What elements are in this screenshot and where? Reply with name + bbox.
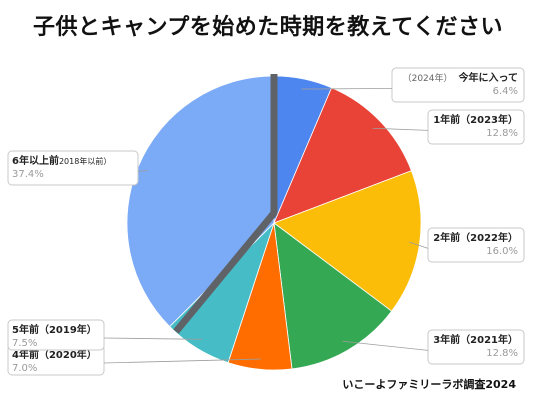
slice-leader-line-1 bbox=[372, 127, 429, 131]
slice-label-main-3: 3年前 bbox=[433, 333, 460, 346]
slice-label-sub-0: （2024年） bbox=[403, 72, 453, 84]
slice-percent-6: 37.4% bbox=[12, 169, 44, 180]
slice-label-text-3: 3年前（2021年） bbox=[433, 333, 518, 346]
slice-label-box-1 bbox=[427, 109, 525, 145]
slice-label-box-2 bbox=[427, 227, 525, 263]
slice-label-sub-5: （2019年） bbox=[39, 323, 97, 336]
slice-label-sub-6: 2018年以前） bbox=[59, 156, 111, 166]
slice-label-box-0 bbox=[391, 67, 525, 103]
survey-credit: いこーよファミリーラボ調査2024 bbox=[342, 378, 516, 391]
slice-label-text-6: 6年以上前2018年以前） bbox=[12, 154, 111, 167]
slice-label-text-0: （2024年） 今年に入って bbox=[403, 71, 518, 84]
slice-percent-5: 7.5% bbox=[12, 338, 37, 349]
slice-label-sub-4: （2020年） bbox=[39, 348, 97, 361]
slice-label-6: 6年以上前2018年以前） 37.4% bbox=[7, 150, 148, 186]
slice-label-sub-1: （2023年） bbox=[460, 113, 518, 126]
slice-percent-2: 16.0% bbox=[486, 246, 518, 257]
slice-percent-1: 12.8% bbox=[486, 128, 518, 139]
slice-label-main-6: 6年以上前 bbox=[12, 154, 59, 167]
pie-slice-2 bbox=[273, 170, 422, 312]
slice-label-box-5 bbox=[7, 319, 105, 351]
slice-label-1: 1年前（2023年） 12.8% bbox=[372, 109, 525, 145]
slice-label-main-4: 4年前 bbox=[12, 348, 39, 361]
slice-label-5: 5年前（2019年）7.5% bbox=[7, 319, 203, 351]
slice-label-3: 3年前（2021年） 12.8% bbox=[342, 329, 525, 365]
slice-label-text-5: 5年前（2019年） bbox=[12, 323, 97, 336]
slice-label-text-2: 2年前（2022年） bbox=[433, 231, 518, 244]
slice-label-main-1: 1年前 bbox=[433, 113, 460, 126]
chart-title: 子供とキャンプを始めた時期を教えてください bbox=[32, 15, 504, 40]
slice-leader-line-5 bbox=[103, 337, 203, 340]
slice-leader-line-4 bbox=[103, 358, 261, 364]
slice-label-sub-2: （2022年） bbox=[460, 231, 518, 244]
pie-slice-1 bbox=[273, 87, 412, 224]
slice-percent-3: 12.8% bbox=[486, 348, 518, 359]
slice-label-main-5: 5年前 bbox=[12, 323, 39, 336]
slice-label-text-1: 1年前（2023年） bbox=[433, 113, 518, 126]
slice-label-2: 2年前（2022年） 16.0% bbox=[409, 227, 525, 263]
slice-leader-line-0 bbox=[301, 88, 393, 90]
pie-slice-3 bbox=[273, 222, 393, 370]
slice-label-sub-3: （2021年） bbox=[460, 333, 518, 346]
pie-labels: （2024年） 今年に入って 6.4% 1年前（2023年） 12.8% 2年前（2022… bbox=[7, 67, 525, 376]
slice-label-4: 4年前（2020年）7.0% bbox=[7, 344, 261, 376]
slice-label-main-0: 今年に入って bbox=[458, 71, 519, 84]
slice-percent-4: 7.0% bbox=[12, 363, 37, 374]
pie-divider bbox=[173, 74, 278, 334]
slice-percent-0: 6.4% bbox=[493, 86, 518, 97]
slice-label-0: （2024年） 今年に入って 6.4% bbox=[301, 67, 525, 103]
slice-label-box-3 bbox=[427, 329, 525, 365]
pie-slices bbox=[126, 75, 422, 371]
slice-label-box-6 bbox=[7, 150, 139, 186]
slice-leader-line-6 bbox=[137, 170, 148, 172]
slice-leader-line-3 bbox=[342, 340, 429, 351]
slice-label-text-4: 4年前（2020年） bbox=[12, 348, 97, 361]
slice-leader-line-2 bbox=[409, 241, 429, 249]
slice-label-main-2: 2年前 bbox=[433, 231, 460, 244]
